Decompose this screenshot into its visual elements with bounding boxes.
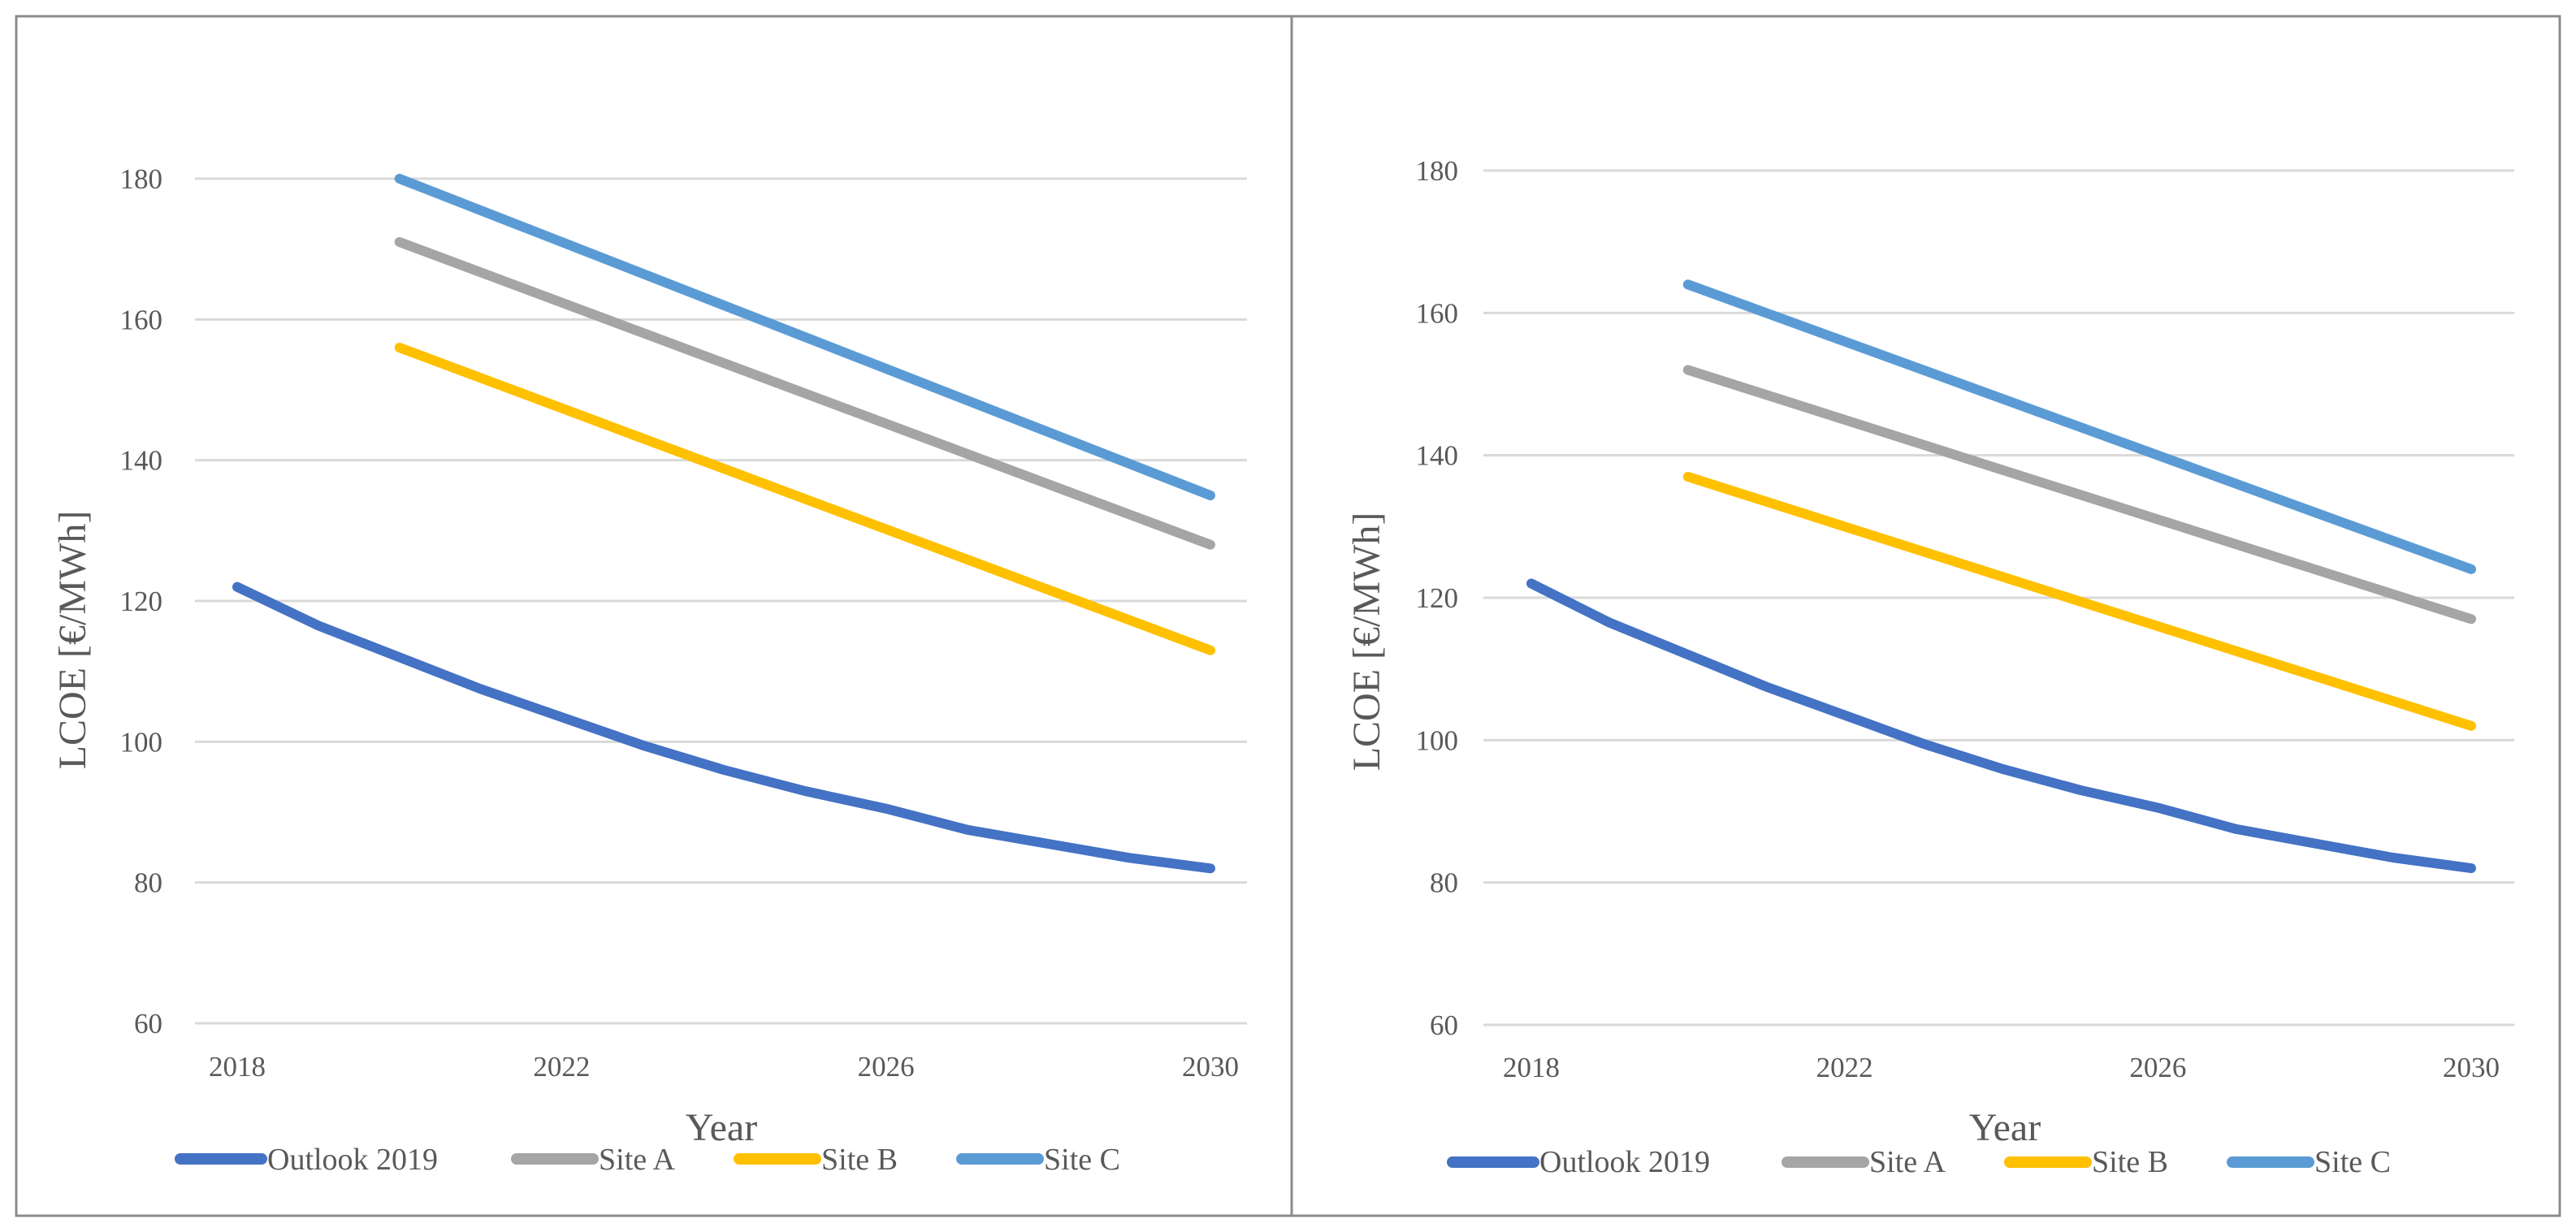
- y-tick-label: 60: [1430, 1009, 1458, 1041]
- legend-label: Site C: [2314, 1145, 2391, 1179]
- legend-label: Site B: [821, 1143, 898, 1177]
- series-line-outlook-2019[interactable]: [1526, 578, 2476, 874]
- series-lines: [1526, 279, 2476, 874]
- y-tick-label: 180: [120, 163, 163, 195]
- y-tick-labels: 60 80 100 120 140 160 180: [1416, 155, 1459, 1041]
- chart-right: 60 80 100 120 140 160 180 2018 2022 2026 2030 LCO…: [1290, 15, 2561, 1217]
- y-tick-label: 160: [1416, 297, 1459, 329]
- legend-item-site-c[interactable]: Site C: [2227, 1145, 2391, 1179]
- series-line-site-a[interactable]: [1682, 365, 2476, 625]
- x-tick-label: 2018: [209, 1051, 266, 1083]
- gridlines: [195, 177, 1247, 1025]
- series-line-site-a[interactable]: [394, 237, 1215, 550]
- legend-item-site-b[interactable]: Site B: [734, 1143, 898, 1177]
- series-line-site-b[interactable]: [394, 343, 1215, 655]
- y-tick-label: 120: [120, 586, 163, 617]
- legend-item-outlook-2019[interactable]: Outlook 2019: [175, 1143, 438, 1177]
- legend: Outlook 2019 Site A Site B Site C: [1447, 1145, 2391, 1179]
- legend-item-site-a[interactable]: Site A: [511, 1143, 676, 1177]
- y-tick-label: 80: [1430, 867, 1458, 899]
- x-axis-title: Year: [686, 1106, 757, 1149]
- y-tick-label: 120: [1416, 582, 1459, 614]
- legend-item-site-a[interactable]: Site A: [1782, 1145, 1946, 1179]
- gridlines: [1483, 169, 2514, 1027]
- x-tick-label: 2026: [2129, 1052, 2186, 1083]
- chart-frame: [15, 15, 1293, 1217]
- y-tick-label: 160: [120, 304, 163, 335]
- series-line-site-b[interactable]: [1682, 472, 2476, 731]
- chart-frame: [1290, 15, 2561, 1217]
- legend-label: Site B: [2092, 1145, 2168, 1179]
- y-tick-labels: 60 80 100 120 140 160 180: [120, 163, 163, 1040]
- y-tick-label: 140: [120, 445, 163, 477]
- legend-label: Outlook 2019: [1539, 1145, 1710, 1179]
- y-axis-title: LCOE [€/MWh]: [51, 511, 94, 770]
- y-tick-label: 180: [1416, 155, 1459, 187]
- y-axis-title: LCOE [€/MWh]: [1345, 512, 1388, 772]
- legend-label: Site C: [1044, 1143, 1120, 1177]
- legend-label: Outlook 2019: [267, 1143, 438, 1177]
- x-tick-label: 2030: [2443, 1052, 2500, 1083]
- series-line-outlook-2019[interactable]: [232, 581, 1215, 874]
- x-tick-label: 2022: [533, 1051, 590, 1083]
- x-tick-labels: 2018 2022 2026 2030: [209, 1051, 1239, 1083]
- legend-label: Site A: [1869, 1145, 1946, 1179]
- x-tick-label: 2022: [1816, 1052, 1873, 1083]
- x-axis-title: Year: [1969, 1106, 2041, 1149]
- legend-item-site-c[interactable]: Site C: [956, 1143, 1120, 1177]
- y-tick-label: 80: [134, 867, 162, 899]
- series-line-site-c[interactable]: [1682, 279, 2476, 574]
- y-tick-label: 100: [1416, 724, 1459, 756]
- x-tick-label: 2026: [858, 1051, 915, 1083]
- series-line-site-c[interactable]: [394, 174, 1215, 500]
- x-tick-label: 2018: [1503, 1052, 1560, 1083]
- series-lines: [232, 174, 1215, 874]
- chart-left: 60 80 100 120 140 160 180 2018 2022 2026 2030 LCO…: [15, 15, 1293, 1217]
- legend-item-outlook-2019[interactable]: Outlook 2019: [1447, 1145, 1710, 1179]
- x-tick-label: 2030: [1182, 1051, 1239, 1083]
- legend-item-site-b[interactable]: Site B: [2004, 1145, 2168, 1179]
- legend: Outlook 2019 Site A Site B Site C: [175, 1143, 1120, 1177]
- y-tick-label: 100: [120, 726, 163, 758]
- legend-label: Site A: [599, 1143, 676, 1177]
- y-tick-label: 140: [1416, 440, 1459, 472]
- x-tick-labels: 2018 2022 2026 2030: [1503, 1052, 2500, 1083]
- y-tick-label: 60: [134, 1008, 162, 1040]
